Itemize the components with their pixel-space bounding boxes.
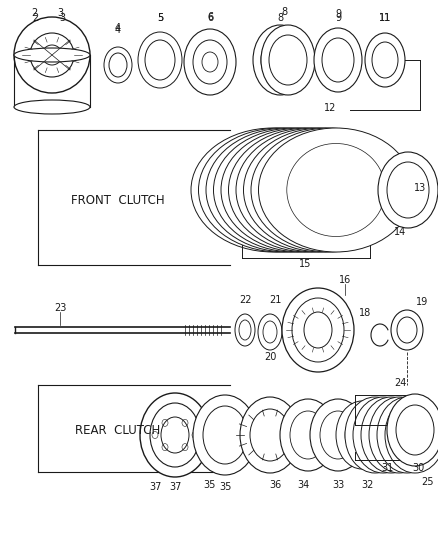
Text: 15: 15	[299, 259, 311, 269]
Text: 37: 37	[149, 482, 161, 492]
Text: 31: 31	[381, 463, 393, 473]
Text: 21: 21	[269, 295, 281, 305]
Ellipse shape	[240, 397, 300, 473]
Ellipse shape	[310, 399, 366, 471]
Ellipse shape	[238, 143, 336, 237]
Ellipse shape	[150, 403, 200, 467]
Text: 3: 3	[57, 8, 63, 18]
Text: 34: 34	[297, 480, 309, 490]
Ellipse shape	[213, 128, 374, 252]
Ellipse shape	[314, 28, 362, 92]
Ellipse shape	[140, 393, 210, 477]
Ellipse shape	[244, 128, 400, 252]
Ellipse shape	[250, 409, 290, 461]
Text: 35: 35	[204, 480, 216, 490]
Text: 8: 8	[281, 7, 287, 17]
Text: 2: 2	[32, 13, 38, 23]
Text: 13: 13	[414, 183, 426, 193]
Text: 9: 9	[335, 9, 341, 19]
Text: 14: 14	[394, 227, 406, 237]
Ellipse shape	[258, 128, 413, 252]
Ellipse shape	[191, 128, 355, 252]
Ellipse shape	[287, 143, 385, 237]
Ellipse shape	[224, 143, 322, 237]
Ellipse shape	[251, 128, 407, 252]
Text: 12: 12	[324, 103, 336, 113]
Ellipse shape	[229, 128, 388, 252]
Ellipse shape	[14, 48, 90, 62]
Ellipse shape	[361, 397, 421, 473]
Text: 32: 32	[361, 480, 373, 490]
Text: 5: 5	[157, 13, 163, 23]
Text: 22: 22	[239, 295, 251, 305]
Ellipse shape	[387, 394, 438, 466]
Text: 11: 11	[379, 13, 391, 23]
Text: 4: 4	[115, 23, 121, 33]
Text: 16: 16	[339, 275, 351, 285]
Text: 9: 9	[335, 13, 341, 23]
Ellipse shape	[371, 409, 411, 461]
Text: REAR  CLUTCH: REAR CLUTCH	[75, 424, 161, 437]
Ellipse shape	[345, 397, 405, 473]
Ellipse shape	[245, 143, 343, 237]
Ellipse shape	[104, 47, 132, 83]
Ellipse shape	[235, 314, 255, 346]
Ellipse shape	[261, 25, 315, 95]
Ellipse shape	[391, 310, 423, 350]
Ellipse shape	[378, 152, 438, 228]
Ellipse shape	[253, 25, 307, 95]
Ellipse shape	[385, 397, 438, 473]
Ellipse shape	[379, 409, 419, 461]
Ellipse shape	[138, 32, 182, 88]
Ellipse shape	[280, 143, 378, 237]
Ellipse shape	[236, 128, 394, 252]
Ellipse shape	[369, 397, 429, 473]
Ellipse shape	[365, 33, 405, 87]
Text: 24: 24	[394, 378, 406, 388]
Text: 25: 25	[421, 477, 433, 487]
Text: 23: 23	[54, 303, 66, 313]
Text: 19: 19	[416, 297, 428, 307]
Ellipse shape	[258, 314, 282, 350]
Text: 8: 8	[277, 13, 283, 23]
Ellipse shape	[252, 143, 350, 237]
Ellipse shape	[231, 143, 329, 237]
Text: 5: 5	[157, 13, 163, 23]
Ellipse shape	[193, 395, 257, 475]
Ellipse shape	[14, 100, 90, 114]
Ellipse shape	[266, 143, 364, 237]
Text: 18: 18	[359, 308, 371, 318]
Ellipse shape	[292, 298, 344, 362]
Text: 2: 2	[31, 8, 37, 18]
Ellipse shape	[377, 397, 437, 473]
Text: 3: 3	[59, 13, 65, 23]
Text: 20: 20	[264, 352, 276, 362]
Ellipse shape	[259, 143, 357, 237]
Text: 37: 37	[169, 482, 181, 492]
Text: 35: 35	[219, 482, 231, 492]
Text: 33: 33	[332, 480, 344, 490]
Ellipse shape	[221, 128, 381, 252]
Text: 6: 6	[207, 12, 213, 22]
Ellipse shape	[184, 29, 236, 95]
Ellipse shape	[198, 128, 361, 252]
Ellipse shape	[355, 409, 395, 461]
Ellipse shape	[336, 401, 388, 469]
Ellipse shape	[14, 17, 90, 93]
Text: 30: 30	[412, 463, 424, 473]
Text: 4: 4	[115, 25, 121, 35]
Ellipse shape	[282, 288, 354, 372]
Ellipse shape	[280, 399, 336, 471]
Ellipse shape	[363, 409, 403, 461]
Ellipse shape	[387, 409, 427, 461]
Ellipse shape	[206, 128, 368, 252]
Text: 36: 36	[269, 480, 281, 490]
Ellipse shape	[273, 143, 371, 237]
Text: 6: 6	[207, 13, 213, 23]
Text: 11: 11	[379, 13, 391, 23]
Text: FRONT  CLUTCH: FRONT CLUTCH	[71, 193, 165, 206]
Ellipse shape	[353, 397, 413, 473]
Ellipse shape	[395, 409, 435, 461]
